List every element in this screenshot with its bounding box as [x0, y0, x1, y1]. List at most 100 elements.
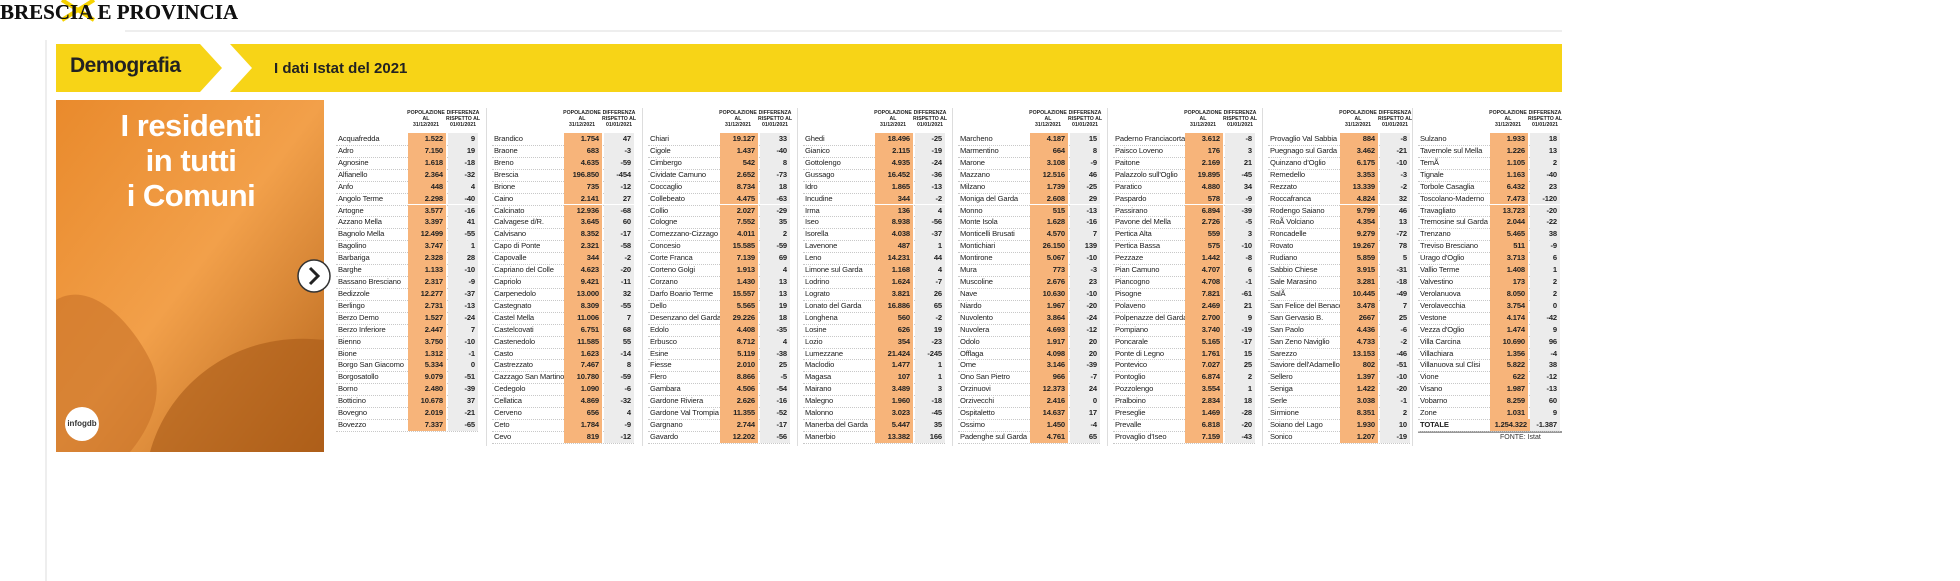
row-line [1268, 395, 1410, 397]
row-line [958, 419, 1100, 421]
difference: -10 [448, 335, 478, 348]
difference: -10 [1225, 240, 1255, 253]
row-line [1113, 276, 1255, 278]
municipality: Alfianello [338, 169, 368, 179]
population: 3.864 [1030, 311, 1068, 324]
population: 6.175 [1340, 156, 1378, 169]
difference: -8 [1225, 252, 1255, 265]
municipality: San Paolo [1270, 324, 1304, 334]
row-line [1268, 442, 1410, 444]
next-arrow[interactable] [308, 266, 321, 286]
row-line [958, 299, 1100, 301]
difference: 69 [760, 252, 790, 265]
municipality: Castel Mella [494, 312, 534, 322]
column-separator [952, 108, 953, 446]
row-line [336, 395, 478, 397]
population: 819 [564, 431, 602, 443]
row-line [492, 180, 634, 182]
municipality: Provaglio d'Iseo [1115, 432, 1167, 441]
municipality: TemÃ [1420, 157, 1439, 167]
population: 622 [1490, 371, 1528, 384]
population: 19.127 [720, 133, 758, 145]
municipality: Calvagese d/R. [494, 217, 544, 227]
difference: -51 [448, 371, 478, 384]
row-line [492, 383, 634, 385]
population: 15.585 [720, 240, 758, 253]
difference: -10 [1070, 287, 1100, 300]
difference: -10 [1380, 156, 1410, 169]
row-line [1113, 311, 1255, 313]
next-button-circle[interactable] [297, 259, 331, 293]
municipality: Paderno Franciacorta [1115, 134, 1186, 143]
row-line [1268, 156, 1410, 158]
difference: 2 [1225, 371, 1255, 384]
municipality: Barbariga [338, 253, 370, 263]
row-line [958, 240, 1100, 242]
next-button[interactable] [296, 258, 332, 294]
difference: -19 [1380, 431, 1410, 443]
population: 4.761 [1030, 431, 1068, 443]
header-line: DIFFERENZA [913, 110, 947, 116]
row-line [492, 407, 634, 409]
population: 9.279 [1340, 228, 1378, 241]
municipality: Sellero [1270, 372, 1293, 382]
population: 5.565 [720, 299, 758, 312]
difference: 4 [915, 204, 945, 217]
row-line [958, 431, 1100, 432]
row-line [803, 299, 945, 301]
municipality: Sale Marasino [1270, 277, 1317, 287]
population: 2.608 [1030, 192, 1068, 205]
difference: -9 [1530, 240, 1560, 253]
municipality: Verolanuova [1420, 288, 1461, 298]
row-line [1418, 419, 1560, 421]
row-line [958, 276, 1100, 278]
row-line [1418, 252, 1560, 254]
row-line [803, 347, 945, 349]
column-header: DIFFERENZA RISPETTO AL 01/01/2021 [446, 110, 480, 128]
row-line [958, 442, 1100, 444]
difference: -72 [1380, 228, 1410, 241]
difference: -39 [1225, 204, 1255, 217]
municipality: Malegno [805, 396, 834, 406]
difference: 68 [604, 323, 634, 336]
difference: -245 [915, 347, 945, 360]
difference: -23 [915, 335, 945, 348]
column-header: POPOLAZIONE AL 31/12/2021 [1028, 110, 1068, 128]
municipality: Travagliato [1420, 205, 1456, 215]
population: 2667 [1340, 311, 1378, 324]
population: 1.933 [1490, 133, 1528, 145]
municipality: Montichiari [960, 241, 996, 251]
row-line [1113, 156, 1255, 158]
difference: 37 [448, 395, 478, 408]
population: 4.880 [1185, 180, 1223, 193]
row-line [1418, 192, 1560, 194]
row-line [958, 395, 1100, 397]
population: 1.031 [1490, 407, 1528, 420]
municipality: Ono San Pietro [960, 372, 1010, 382]
municipality: Ponte di Legno [1115, 348, 1164, 358]
population: 1.477 [875, 359, 913, 372]
population: 12.499 [408, 228, 446, 241]
difference: 33 [760, 133, 790, 145]
municipality: Chiari [650, 134, 669, 143]
difference: -13 [1530, 383, 1560, 396]
population: 3.747 [408, 240, 446, 253]
population: 8.938 [875, 216, 913, 229]
population: 12.202 [720, 431, 758, 443]
municipality: Corteno Golgi [650, 265, 695, 275]
difference: 44 [915, 252, 945, 265]
row-line [1268, 347, 1410, 349]
row-line [336, 323, 478, 325]
difference: -120 [1530, 192, 1560, 205]
municipality: Collio [650, 205, 669, 215]
banner-subtitle: I dati Istat del 2021 [274, 60, 408, 77]
row-line [958, 264, 1100, 266]
row-line [958, 287, 1100, 289]
difference: -20 [604, 264, 634, 276]
row-line [1268, 276, 1410, 278]
difference: -37 [915, 228, 945, 241]
population: 578 [1185, 192, 1223, 205]
row-line [1418, 156, 1560, 158]
difference: 166 [915, 431, 945, 443]
